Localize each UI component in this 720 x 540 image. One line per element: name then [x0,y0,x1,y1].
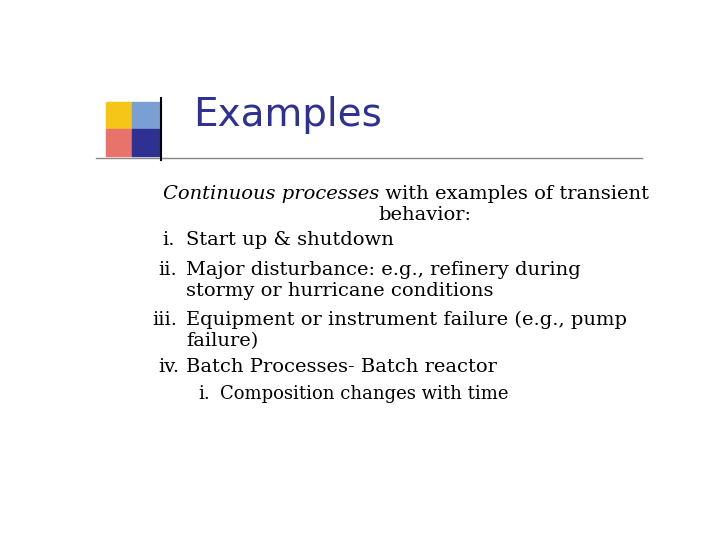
Bar [132,129,159,156]
Text: Continuous processes: Continuous processes [163,185,379,204]
Text: iii.: iii. [153,311,178,329]
Text: i.: i. [199,385,210,403]
Text: ii.: ii. [158,261,177,279]
Bar [132,102,159,129]
Text: Examples: Examples [193,96,382,134]
Text: i.: i. [163,231,175,249]
Text: iv.: iv. [158,358,179,376]
Text: Start up & shutdown: Start up & shutdown [186,231,394,249]
Text: Batch Processes- Batch reactor: Batch Processes- Batch reactor [186,358,497,376]
Bar [106,102,132,129]
Bar [106,129,132,156]
Text: Composition changes with time: Composition changes with time [220,385,508,403]
Text: with examples of transient
behavior:: with examples of transient behavior: [379,185,649,224]
Text: Major disturbance: e.g., refinery during
stormy or hurricane conditions: Major disturbance: e.g., refinery during… [186,261,581,300]
Text: Equipment or instrument failure (e.g., pump
failure): Equipment or instrument failure (e.g., p… [186,311,627,350]
